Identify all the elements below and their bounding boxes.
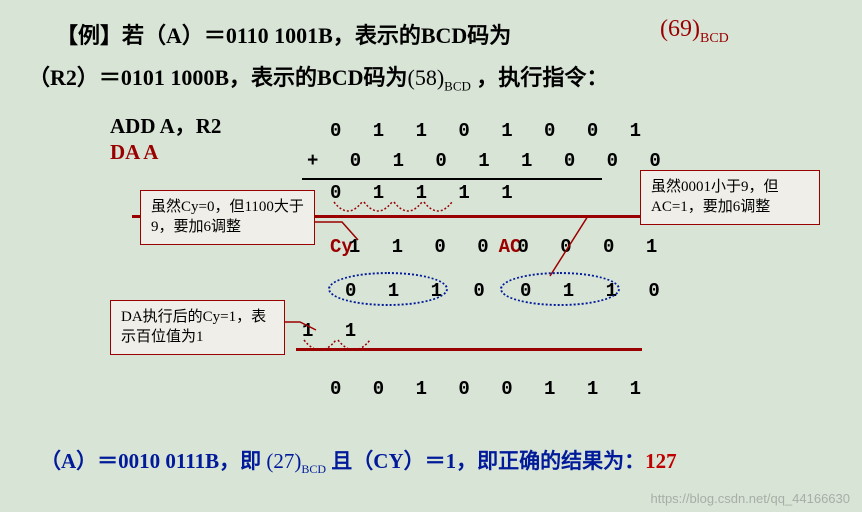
carry-arcs-top — [330, 200, 530, 218]
pointer-c3 — [282, 320, 322, 340]
problem-line-2: （R2）＝0101 1000B，表示的BCD码为(58)BCD ，执行指令： — [28, 60, 608, 94]
row-result: 0 0 1 0 0 1 1 1 — [330, 378, 651, 400]
conclusion: （A）＝0010 0111B，即 (27)BCD 且（CY）＝1，即正确的结果为… — [40, 445, 677, 477]
carry-arcs-bottom — [300, 338, 400, 356]
row-a: 0 1 1 0 1 0 0 1 — [330, 120, 651, 142]
bcd-58-val: (58) — [408, 65, 445, 90]
row-adj-high: 0 1 1 0 — [345, 280, 495, 302]
result-127: 127 — [645, 449, 677, 473]
rule-1 — [302, 178, 602, 180]
line2-pre: （R2）＝0101 1000B，表示的BCD码为 — [28, 65, 408, 90]
assembly-code: ADD A，R2 DA A — [110, 110, 221, 165]
callout-cy: 虽然Cy=0，但1100大于9，要加6调整 — [140, 190, 315, 245]
code-da: DA A — [110, 140, 221, 165]
bcd-58-sub: BCD — [444, 78, 471, 93]
callout-ac: 虽然0001小于9，但AC=1，要加6调整 — [640, 170, 820, 225]
bcd-69-sub: BCD — [700, 31, 729, 46]
pointer-c1 — [312, 218, 362, 248]
callout-da-cy: DA执行后的Cy=1，表示百位值为1 — [110, 300, 285, 355]
sum-high: 1 1 0 0 — [349, 236, 499, 258]
row-r2: + 0 1 0 1 1 0 0 0 — [307, 150, 671, 172]
bcd-27-val: (27) — [266, 449, 301, 473]
problem-line-1: 【例】若（A）＝0110 1001B，表示的BCD码为 — [56, 18, 511, 50]
pointer-c2 — [548, 214, 648, 286]
bcd-69: (69)BCD — [660, 16, 729, 47]
bottom-mid: 且（CY）＝1，即正确的结果为： — [326, 449, 645, 473]
bcd-27-sub: BCD — [301, 462, 326, 476]
code-add: ADD A，R2 — [110, 110, 221, 140]
bottom-pre: （A）＝0010 0111B，即 — [40, 449, 266, 473]
line2-post: ，执行指令： — [471, 65, 609, 90]
watermark: https://blog.csdn.net/qq_44166630 — [651, 491, 851, 506]
bcd-69-val: (69) — [660, 16, 700, 42]
